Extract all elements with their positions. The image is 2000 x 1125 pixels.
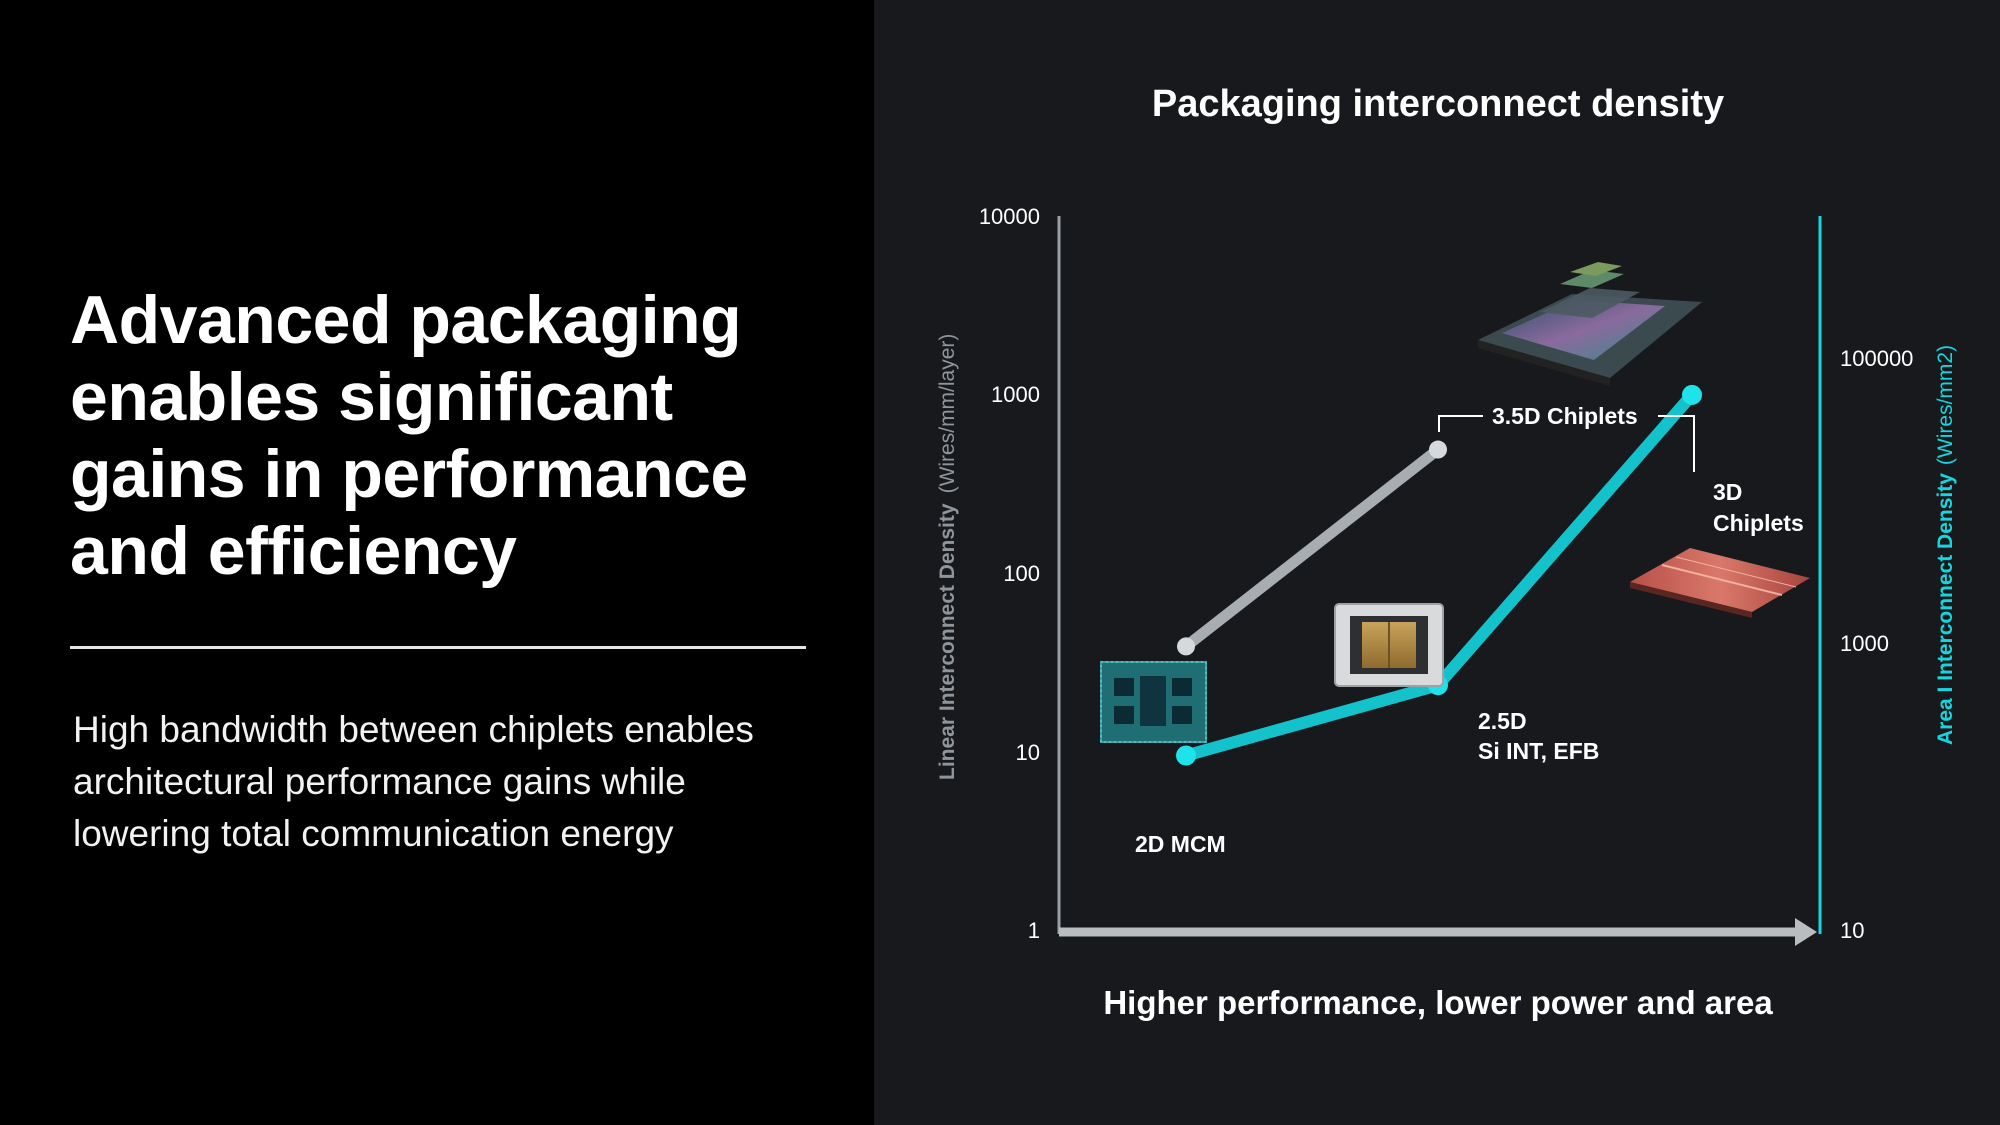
chip-3-5d-image <box>1478 262 1702 386</box>
chip-3d-image <box>1630 548 1810 618</box>
slide-body: High bandwidth between chiplets enables … <box>73 704 833 860</box>
slide-title: Advanced packaging enables significant g… <box>70 282 830 590</box>
slide-title-line: Advanced packaging <box>70 282 742 358</box>
annotation-3d-line2: Chiplets <box>1713 510 1804 536</box>
title-divider <box>70 646 806 649</box>
chip-2d-mcm-image <box>1100 661 1207 743</box>
bracket-right <box>1658 415 1695 472</box>
linear-point-2-5d <box>1429 440 1447 459</box>
chart-panel <box>874 0 2000 1125</box>
slide-title-line: enables significant <box>70 359 673 435</box>
left-tick-label: 1 <box>1028 918 1040 943</box>
right-tick-label: 100000 <box>1840 346 1913 371</box>
chip-2-5d-image <box>1334 603 1444 687</box>
left-tick-label: 10 <box>1016 740 1040 765</box>
annotation-2d-mcm: 2D MCM <box>1135 831 1226 857</box>
area-point-2d-mcm <box>1176 745 1196 766</box>
left-tick-label: 10000 <box>979 204 1040 229</box>
area-point-3d <box>1682 384 1702 405</box>
x-axis-title: Higher performance, lower power and area <box>1103 984 1773 1021</box>
x-axis-arrowhead <box>1795 918 1817 946</box>
left-axis-unit: (Wires/mm/layer) <box>936 334 959 494</box>
annotation-3-5d: 3.5D Chiplets <box>1492 403 1638 429</box>
linear-density-line <box>1180 444 1444 652</box>
bracket-left <box>1438 415 1483 432</box>
annotation-2-5d-line1: 2.5D <box>1478 708 1527 734</box>
right-axis-title: Area I Interconnect Density (Wires/mm2) <box>1934 345 1957 745</box>
slide-title-line: and efficiency <box>70 513 517 589</box>
right-axis-label: Area I Interconnect Density <box>1934 473 1957 745</box>
right-tick-label: 1000 <box>1840 631 1889 656</box>
right-axis-unit: (Wires/mm2) <box>1934 345 1957 465</box>
right-tick-label: 10 <box>1840 918 1864 943</box>
slide-body-line: lowering total communication energy <box>73 813 674 854</box>
left-tick-label: 100 <box>1003 561 1040 586</box>
chart-title: Packaging interconnect density <box>1152 83 1724 125</box>
left-tick-label: 1000 <box>991 382 1040 407</box>
left-axis-title: Linear Interconnect Density (Wires/mm/lay… <box>936 334 959 780</box>
annotation-3d-line1: 3D <box>1713 479 1742 505</box>
slide-body-line: architectural performance gains while <box>73 761 686 802</box>
left-panel: Advanced packaging enables significant g… <box>0 0 874 1125</box>
annotation-2-5d-line2: Si INT, EFB <box>1478 738 1599 764</box>
slide-title-line: gains in performance <box>70 436 748 512</box>
slide-body-line: High bandwidth between chiplets enables <box>73 709 754 750</box>
linear-point-2d-mcm <box>1177 637 1195 656</box>
left-axis-label: Linear Interconnect Density <box>936 503 959 780</box>
